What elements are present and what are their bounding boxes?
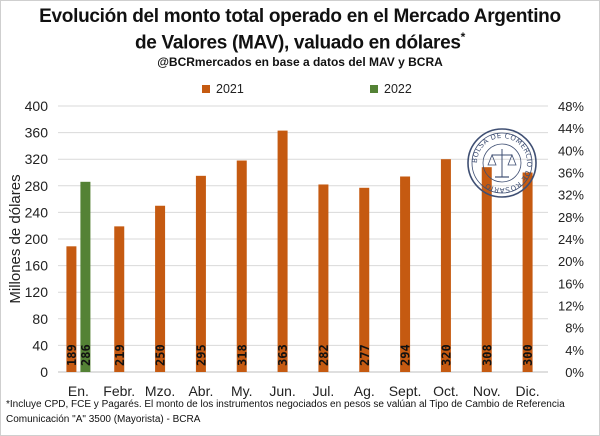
bar-2021-8: [400, 176, 411, 372]
bar-2021-5: [277, 130, 288, 372]
x-tick-label: My.: [231, 383, 253, 399]
y-axis-label: Millones de dólares: [7, 174, 24, 303]
bar-2021-4: [236, 160, 247, 372]
bar-2022-0: [80, 181, 91, 372]
chart-subtitle: @BCRmercados en base a datos del MAV y B…: [157, 55, 443, 69]
y-tick-label: 0: [40, 364, 48, 380]
bar-data-label: 294: [399, 344, 413, 366]
legend-label-2021: 2021: [216, 82, 244, 96]
bar-2021-3: [195, 175, 206, 372]
legend-swatch-2022: [370, 85, 378, 93]
bar-data-label: 363: [276, 344, 290, 366]
y2-tick-label: 16%: [558, 276, 584, 291]
bar-2021-11: [522, 172, 533, 372]
bar-2021-10: [481, 167, 492, 372]
y2-tick-label: 44%: [558, 121, 584, 136]
y2-tick-label: 48%: [558, 99, 584, 114]
footnote-line2: Comunicación "A" 3500 (Mayorista) - BCRA: [6, 414, 201, 425]
y-tick-label: 360: [25, 125, 49, 141]
chart-title-line1: Evolución del monto total operado en el …: [39, 6, 561, 27]
chart-title-asterisk: *: [460, 30, 466, 44]
y-tick-label: 40: [32, 337, 48, 353]
x-tick-label: Sept.: [389, 383, 422, 399]
bar-2021-7: [359, 187, 370, 372]
chart-title-line2: de Valores (MAV), valuado en dólares*: [0, 30, 600, 54]
bar-data-label: 250: [154, 344, 168, 366]
y-tick-label: 80: [32, 311, 48, 327]
y2-tick-label: 20%: [558, 254, 584, 269]
bar-data-label: 277: [358, 344, 372, 366]
y-tick-label: 400: [25, 98, 49, 114]
bar-2021-0: [66, 246, 77, 372]
y2-tick-label: 4%: [565, 343, 584, 358]
bar-2021-9: [440, 159, 451, 372]
legend-item-2021: 2021: [202, 82, 244, 96]
x-tick-label: Jun.: [269, 383, 295, 399]
x-tick-label: Abr.: [188, 383, 213, 399]
x-tick-label: Mzo.: [145, 383, 175, 399]
bar-data-label: 300: [521, 344, 535, 366]
x-tick-label: En.: [68, 383, 89, 399]
footnote-line1: *Incluye CPD, FCE y Pagarés. El monto de…: [6, 399, 565, 410]
y-tick-label: 240: [25, 204, 49, 220]
bar-data-label: 320: [439, 344, 453, 366]
y-tick-label: 280: [25, 178, 49, 194]
bar-2021-2: [155, 205, 166, 372]
bar-data-label: 308: [480, 344, 494, 366]
y2-tick-label: 24%: [558, 232, 584, 247]
y-tick-label: 120: [25, 284, 49, 300]
y2-tick-label: 28%: [558, 210, 584, 225]
y2-tick-label: 40%: [558, 143, 584, 158]
bar-data-label: 318: [235, 344, 249, 366]
x-tick-label: Ag.: [354, 383, 375, 399]
x-tick-label: Jul.: [313, 383, 335, 399]
y2-tick-label: 32%: [558, 188, 584, 203]
y-tick-label: 320: [25, 151, 49, 167]
y2-tick-label: 0%: [565, 365, 584, 380]
x-tick-label: Dic.: [516, 383, 540, 399]
x-tick-label: Febr.: [103, 383, 135, 399]
bar-data-label: 282: [317, 344, 331, 366]
bar-data-label: 219: [113, 344, 127, 366]
y2-tick-label: 12%: [558, 299, 584, 314]
x-tick-label: Oct.: [433, 383, 459, 399]
bar-2021-6: [318, 184, 329, 372]
legend-item-2022: 2022: [370, 82, 412, 96]
y2-tick-label: 8%: [565, 321, 584, 336]
legend: 2021 2022: [0, 82, 600, 98]
seal-logo: BOLSA DE COMERCIO DE ROSARIO: [467, 128, 537, 198]
bar-2021-1: [114, 226, 125, 372]
legend-swatch-2021: [202, 85, 210, 93]
y-tick-label: 160: [25, 258, 49, 274]
footnote: *Incluye CPD, FCE y Pagarés. El monto de…: [6, 397, 596, 427]
y-tick-label: 200: [25, 231, 49, 247]
chart-title-line2-text: de Valores (MAV), valuado en dólares: [134, 32, 461, 54]
legend-label-2022: 2022: [384, 82, 412, 96]
bar-data-label: 295: [194, 344, 208, 366]
bar-data-label: 286: [79, 344, 93, 366]
bar-data-label: 189: [65, 344, 79, 366]
x-tick-label: Nov.: [473, 383, 501, 399]
y2-tick-label: 36%: [558, 166, 584, 181]
